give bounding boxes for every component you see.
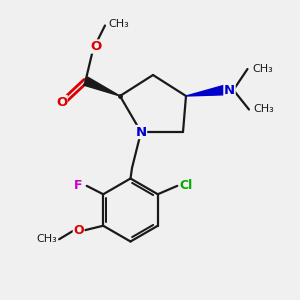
Text: O: O <box>56 95 67 109</box>
Text: F: F <box>74 179 82 192</box>
Text: CH₃: CH₃ <box>108 19 129 29</box>
Text: O: O <box>90 40 102 53</box>
Text: N: N <box>135 125 147 139</box>
Text: Cl: Cl <box>180 179 193 192</box>
Text: CH₃: CH₃ <box>37 234 58 244</box>
Text: O: O <box>73 224 84 237</box>
Polygon shape <box>186 85 226 96</box>
Text: CH₃: CH₃ <box>252 64 273 74</box>
Polygon shape <box>84 77 120 96</box>
Text: CH₃: CH₃ <box>254 104 274 115</box>
Text: N: N <box>224 83 235 97</box>
